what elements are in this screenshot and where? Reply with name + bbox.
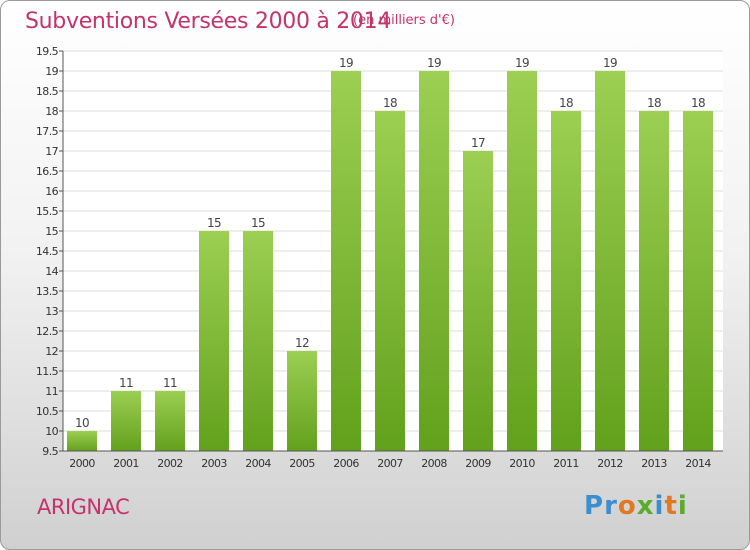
x-tick-label: 2004 bbox=[245, 457, 271, 470]
data-label: 19 bbox=[603, 56, 617, 70]
data-label: 18 bbox=[691, 96, 705, 110]
y-tick-label: 10.5 bbox=[36, 405, 59, 418]
data-label: 18 bbox=[383, 96, 397, 110]
bar-2013 bbox=[639, 111, 669, 451]
y-tick-label: 15 bbox=[45, 225, 58, 238]
bar-2008 bbox=[419, 71, 449, 451]
x-tick-label: 2007 bbox=[377, 457, 403, 470]
x-tick-label: 2002 bbox=[157, 457, 183, 470]
y-tick-label: 13.5 bbox=[36, 285, 59, 298]
bar-2000 bbox=[67, 431, 97, 451]
data-label: 18 bbox=[559, 96, 573, 110]
y-tick-label: 18.5 bbox=[36, 85, 59, 98]
y-tick-label: 18 bbox=[45, 105, 58, 118]
bar-2002 bbox=[155, 391, 185, 451]
x-tick-label: 2011 bbox=[553, 457, 579, 470]
x-tick-label: 2000 bbox=[69, 457, 95, 470]
y-tick-label: 16 bbox=[45, 185, 58, 198]
data-label: 19 bbox=[515, 56, 529, 70]
y-tick-label: 15.5 bbox=[36, 205, 59, 218]
y-tick-label: 11.5 bbox=[36, 365, 59, 378]
x-tick-label: 2006 bbox=[333, 457, 359, 470]
y-tick-label: 10 bbox=[45, 425, 58, 438]
x-tick-label: 2010 bbox=[509, 457, 535, 470]
bar-2012 bbox=[595, 71, 625, 451]
x-tick-label: 2001 bbox=[113, 457, 139, 470]
bar-2014 bbox=[683, 111, 713, 451]
bar-2005 bbox=[287, 351, 317, 451]
bar-2001 bbox=[111, 391, 141, 451]
chart-title: Subventions Versées 2000 à 2014 bbox=[25, 9, 392, 34]
x-tick-label: 2009 bbox=[465, 457, 491, 470]
bar-2009 bbox=[463, 151, 493, 451]
y-tick-label: 17 bbox=[45, 145, 58, 158]
x-tick-label: 2013 bbox=[641, 457, 667, 470]
y-tick-label: 9.5 bbox=[42, 445, 58, 458]
y-tick-label: 16.5 bbox=[36, 165, 59, 178]
data-label: 11 bbox=[119, 376, 133, 390]
data-label: 10 bbox=[75, 416, 89, 430]
bar-2011 bbox=[551, 111, 581, 451]
y-tick-label: 12.5 bbox=[36, 325, 59, 338]
data-label: 17 bbox=[471, 136, 485, 150]
data-label: 19 bbox=[339, 56, 353, 70]
bar-2006 bbox=[331, 71, 361, 451]
data-label: 12 bbox=[295, 336, 309, 350]
y-tick-label: 11 bbox=[45, 385, 58, 398]
y-tick-label: 13 bbox=[45, 305, 58, 318]
data-label: 15 bbox=[207, 216, 221, 230]
data-label: 19 bbox=[427, 56, 441, 70]
x-tick-label: 2012 bbox=[597, 457, 623, 470]
commune-name: ARIGNAC bbox=[37, 495, 130, 519]
y-tick-label: 19.5 bbox=[36, 45, 59, 58]
data-label: 15 bbox=[251, 216, 265, 230]
y-tick-label: 19 bbox=[45, 65, 58, 78]
bar-2003 bbox=[199, 231, 229, 451]
y-tick-label: 14 bbox=[45, 265, 58, 278]
y-tick-label: 12 bbox=[45, 345, 58, 358]
bar-2007 bbox=[375, 111, 405, 451]
x-tick-label: 2014 bbox=[685, 457, 711, 470]
x-tick-label: 2003 bbox=[201, 457, 227, 470]
proxiti-logo: Proxiti bbox=[584, 491, 688, 521]
bar-2004 bbox=[243, 231, 273, 451]
data-label: 11 bbox=[163, 376, 177, 390]
y-tick-label: 17.5 bbox=[36, 125, 59, 138]
bar-2010 bbox=[507, 71, 537, 451]
data-label: 18 bbox=[647, 96, 661, 110]
x-tick-label: 2005 bbox=[289, 457, 315, 470]
y-tick-label: 14.5 bbox=[36, 245, 59, 258]
x-tick-label: 2008 bbox=[421, 457, 447, 470]
chart-subtitle: (en milliers d'€) bbox=[353, 13, 455, 28]
